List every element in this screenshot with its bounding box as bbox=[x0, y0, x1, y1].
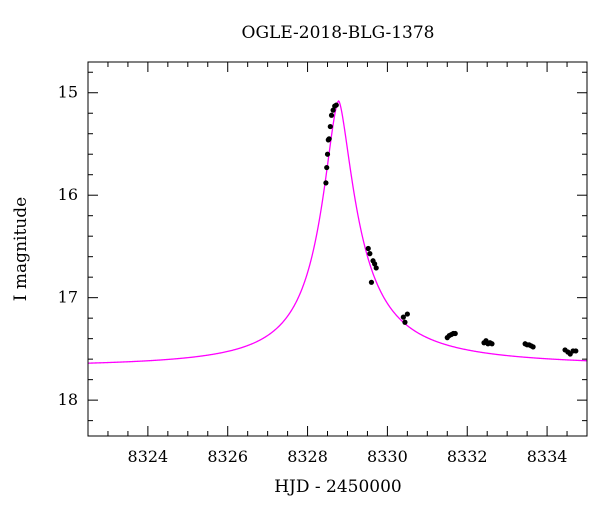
data-point bbox=[372, 261, 378, 267]
data-point bbox=[573, 348, 579, 354]
y-axis-label: I magnitude bbox=[11, 197, 31, 301]
x-tick-label: 8326 bbox=[207, 447, 248, 466]
x-tick-label: 8334 bbox=[527, 447, 568, 466]
data-point bbox=[365, 245, 371, 252]
data-point bbox=[328, 112, 335, 118]
y-tick-label: 17 bbox=[58, 288, 78, 307]
data-points bbox=[323, 102, 579, 357]
data-point bbox=[327, 123, 333, 130]
x-tick-label: 8324 bbox=[128, 447, 169, 466]
data-point bbox=[452, 330, 458, 337]
data-point bbox=[368, 279, 375, 285]
data-point bbox=[400, 314, 406, 320]
data-point bbox=[324, 164, 330, 171]
axis-ticks bbox=[87, 62, 588, 436]
data-point bbox=[404, 311, 410, 317]
data-point bbox=[324, 151, 331, 157]
data-point bbox=[333, 102, 339, 108]
data-point bbox=[373, 265, 379, 271]
model-curve bbox=[87, 99, 588, 364]
y-tick-label: 16 bbox=[58, 185, 78, 204]
data-point bbox=[326, 136, 332, 142]
x-tick-label: 8330 bbox=[367, 447, 408, 466]
data-point bbox=[530, 344, 536, 350]
data-point bbox=[323, 180, 329, 186]
plot-frame bbox=[87, 61, 588, 437]
data-point bbox=[489, 341, 495, 347]
data-point bbox=[402, 319, 408, 325]
x-axis-label: HJD - 2450000 bbox=[274, 477, 402, 497]
data-point bbox=[330, 107, 336, 113]
data-point bbox=[367, 251, 373, 257]
x-tick-label: 8328 bbox=[287, 447, 328, 466]
x-tick-label: 8332 bbox=[447, 447, 488, 466]
chart-title: OGLE-2018-BLG-1378 bbox=[242, 23, 435, 43]
tick-labels: 8324 8326 8328 8330 8332 8334 15 16 17 18 bbox=[58, 83, 568, 466]
y-tick-label: 18 bbox=[58, 390, 78, 409]
y-tick-label: 15 bbox=[58, 83, 78, 102]
